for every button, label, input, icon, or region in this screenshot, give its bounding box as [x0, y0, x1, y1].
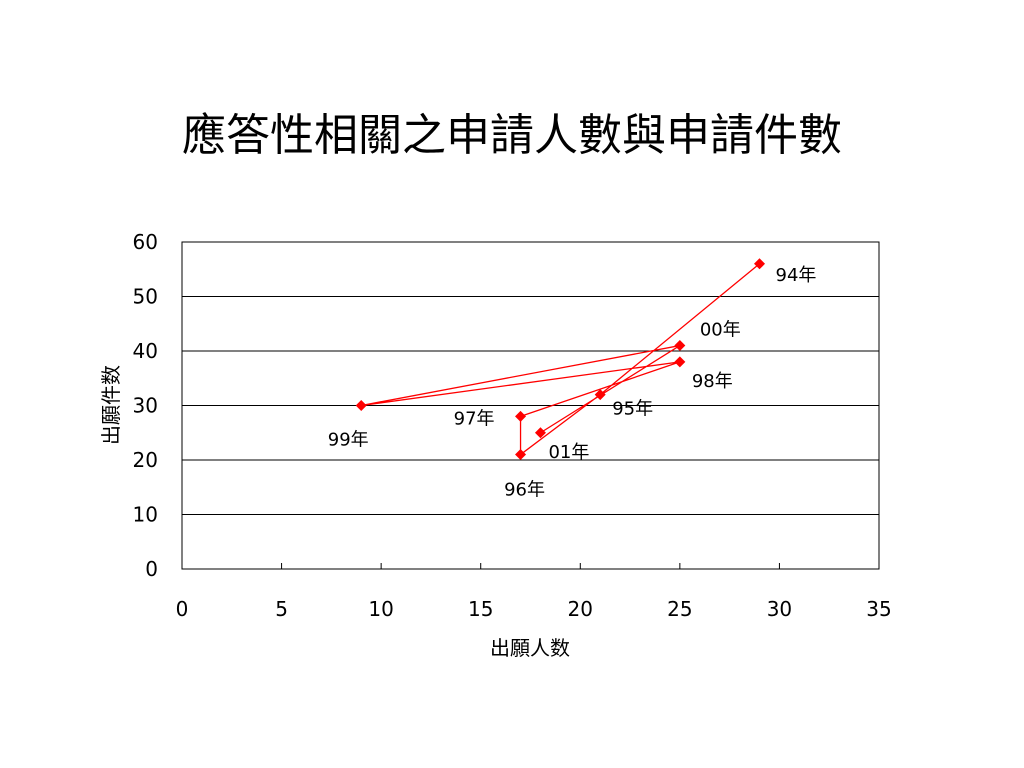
slide-title: 應答性相關之申請人數與申請件數 [182, 110, 842, 161]
x-tick-label: 15 [468, 597, 493, 621]
data-point-marker [515, 410, 527, 422]
x-axis-ticks [181, 563, 880, 569]
y-axis-tick-labels: 0 10 20 30 40 50 60 [133, 230, 158, 581]
data-point-marker [515, 449, 527, 461]
y-tick-label: 20 [133, 448, 158, 472]
point-label: 97年 [454, 408, 495, 429]
point-labels: 94年 95年 96年 97年 98年 99年 00年 01年 [328, 265, 817, 501]
x-tick-label: 35 [866, 597, 891, 621]
x-axis-tick-labels: 0 5 10 15 20 25 30 35 [176, 597, 892, 621]
point-label: 96年 [504, 480, 545, 501]
y-tick-label: 10 [133, 503, 158, 527]
x-tick-label: 5 [275, 597, 288, 621]
x-tick-label: 0 [176, 597, 189, 621]
point-label: 01年 [548, 442, 589, 463]
data-point-marker [674, 340, 686, 352]
point-label: 98年 [692, 371, 733, 392]
y-tick-label: 30 [133, 394, 158, 418]
x-tick-label: 20 [568, 597, 593, 621]
point-label: 94年 [776, 265, 817, 286]
data-point-marker [355, 400, 367, 411]
y-tick-label: 60 [133, 230, 158, 254]
data-point-marker [674, 356, 686, 368]
point-label: 00年 [700, 320, 741, 341]
y-tick-label: 40 [133, 339, 158, 363]
y-tick-label: 0 [145, 557, 158, 581]
point-label: 95年 [612, 399, 653, 420]
x-tick-label: 25 [667, 597, 692, 621]
x-tick-label: 30 [767, 597, 792, 621]
y-axis-label: 出願件数 [99, 365, 123, 445]
data-point-marker [754, 258, 766, 270]
x-tick-label: 10 [368, 597, 393, 621]
data-markers [355, 258, 766, 461]
gridlines [182, 241, 879, 570]
y-tick-label: 50 [133, 285, 158, 309]
data-point-marker [534, 427, 546, 439]
x-axis-label: 出願人数 [490, 636, 570, 660]
data-point-marker [594, 389, 606, 401]
point-label: 99年 [328, 430, 369, 451]
